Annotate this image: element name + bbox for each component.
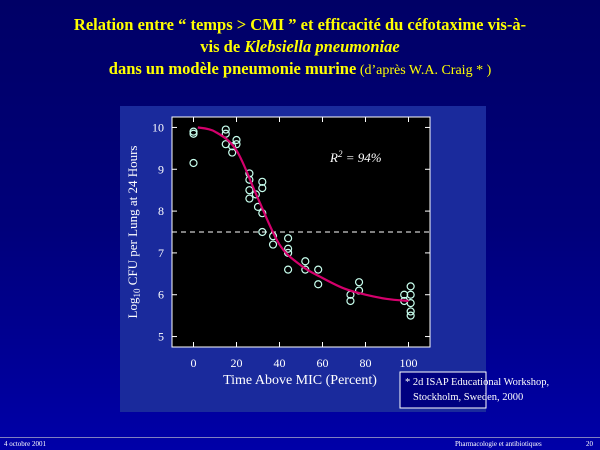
y-tick-label: 9 — [158, 162, 164, 176]
data-point — [221, 125, 230, 134]
x-tick-label: 40 — [274, 356, 286, 370]
data-point — [284, 234, 293, 243]
title-note: (d’après W.A. Craig * ) — [356, 63, 492, 78]
footnote-box — [399, 371, 487, 409]
title-line: vis de Klebsiella pneumoniae — [0, 36, 600, 58]
x-tick-label: 60 — [317, 356, 329, 370]
data-point — [284, 265, 293, 274]
data-point — [258, 183, 267, 193]
data-point — [406, 290, 415, 299]
footer-course: Pharmacologie et antibiotiques — [455, 440, 542, 448]
data-point — [232, 135, 241, 145]
data-point — [354, 278, 364, 287]
annotation-text: = 94% — [342, 150, 381, 165]
footer-rule — [0, 437, 600, 438]
y-tick-label: 7 — [158, 246, 164, 260]
y-label-subscript: 10 — [132, 288, 142, 298]
data-point — [258, 177, 267, 186]
y-label-text: CFU per Lung at 24 Hours — [125, 146, 140, 289]
title: Relation entre “ temps > CMI ” et effica… — [0, 14, 600, 82]
title-line: dans un modèle pneumonie murine (d’après… — [0, 58, 600, 82]
y-tick-label: 8 — [158, 204, 164, 218]
y-label-text: Log — [125, 297, 140, 318]
x-tick-label: 20 — [231, 356, 243, 370]
data-point — [268, 240, 278, 249]
data-point — [284, 244, 293, 253]
y-axis-label: Log10 CFU per Lung at 24 Hours — [125, 146, 142, 319]
footer-page: 20 — [586, 440, 593, 448]
data-point — [301, 257, 310, 266]
data-point — [245, 194, 254, 203]
data-point — [406, 298, 415, 308]
data-point — [346, 296, 355, 306]
annotation-superscript: 2 — [338, 149, 343, 159]
annotation: R2 = 94% — [329, 149, 382, 165]
title-text: dans un modèle pneumonie murine — [108, 59, 357, 78]
data-point — [228, 142, 237, 151]
y-tick-label: 6 — [158, 288, 164, 302]
y-tick-label: 10 — [152, 120, 164, 134]
data-point — [314, 280, 323, 289]
data-point — [406, 311, 415, 320]
data-point — [245, 186, 254, 195]
data-point — [189, 158, 198, 168]
footnote: Stockholm, Sweden, 2000 — [413, 392, 523, 403]
data-point — [189, 129, 198, 138]
x-axis-label: Time Above MIC (Percent) — [223, 373, 377, 388]
footnote: * 2d ISAP Educational Workshop, — [405, 377, 549, 388]
data-point — [406, 282, 415, 291]
title-text: vis de — [200, 37, 245, 56]
x-tick-label: 100 — [400, 356, 418, 370]
fit-curve — [197, 126, 409, 303]
x-tick-label: 0 — [191, 356, 197, 370]
x-tick-label: 80 — [360, 356, 372, 370]
data-point — [284, 248, 293, 258]
data-point — [258, 227, 267, 237]
annotation-text: R — [329, 150, 338, 165]
data-point — [406, 307, 415, 316]
y-tick-label: 5 — [158, 330, 164, 344]
data-point — [314, 265, 323, 274]
data-point — [228, 148, 237, 157]
title-italic: Klebsiella pneumoniae — [244, 37, 400, 56]
footer-date: 4 octobre 2001 — [4, 440, 46, 448]
title-line: Relation entre “ temps > CMI ” et effica… — [73, 15, 527, 34]
